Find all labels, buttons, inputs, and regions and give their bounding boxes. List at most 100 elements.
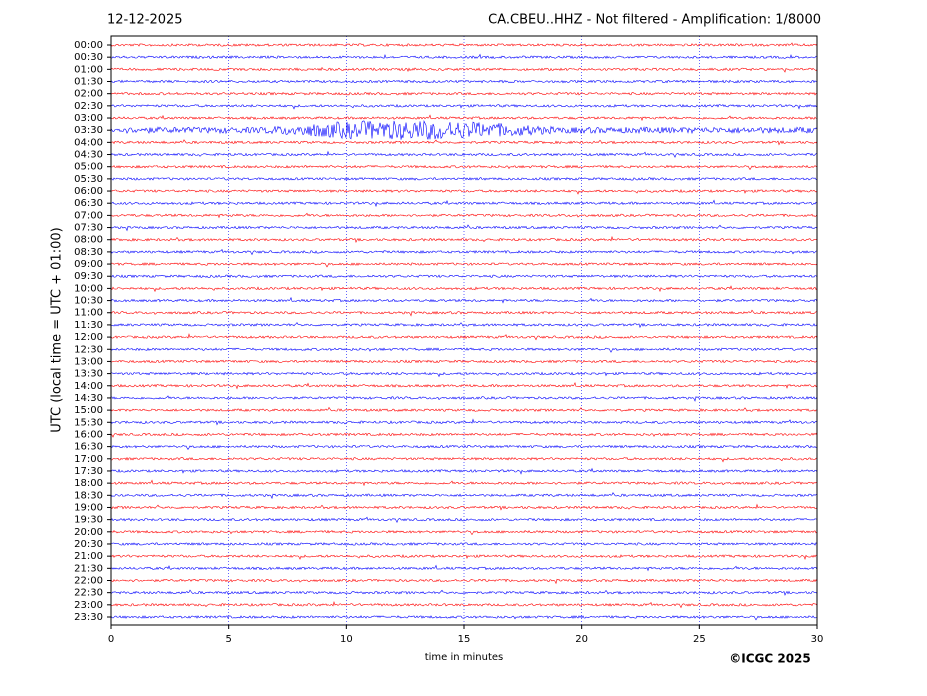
trace [110, 542, 818, 546]
x-tick-label: 25 [693, 634, 706, 645]
y-tick-label: 10:00 [74, 283, 103, 294]
trace [110, 333, 818, 341]
trace [110, 578, 818, 585]
trace [110, 347, 818, 353]
trace [110, 91, 818, 96]
x-tick-label: 5 [225, 634, 231, 645]
trace [110, 139, 818, 146]
y-tick-label: 23:30 [74, 612, 103, 623]
trace [110, 189, 818, 195]
y-tick-label: 12:30 [74, 344, 103, 355]
y-tick-label: 08:30 [74, 247, 103, 258]
trace [110, 516, 818, 524]
y-tick-label: 17:30 [74, 466, 103, 477]
y-tick-label: 19:00 [74, 502, 103, 513]
trace [110, 382, 818, 390]
y-tick-label: 01:00 [74, 64, 103, 75]
y-tick-label: 07:30 [74, 223, 103, 234]
y-tick-label: 13:30 [74, 369, 103, 380]
trace [110, 176, 818, 181]
y-tick-label: 07:00 [74, 210, 103, 221]
y-tick-label: 05:00 [74, 162, 103, 173]
y-tick-label: 02:30 [74, 101, 103, 112]
date: 12-12-2025 [107, 13, 183, 28]
y-tick-label: 04:30 [74, 150, 103, 161]
y-tick-label: 01:30 [74, 77, 103, 88]
x-tick-label: 30 [811, 634, 824, 645]
trace [110, 53, 818, 60]
trace [110, 529, 818, 536]
trace [110, 296, 818, 304]
trace [110, 564, 818, 572]
y-tick-label: 11:00 [74, 308, 103, 319]
y-tick-label: 18:00 [74, 478, 103, 489]
y-tick-label: 21:00 [74, 551, 103, 562]
trace [110, 262, 818, 268]
y-tick-label: 04:00 [74, 137, 103, 148]
trace [110, 224, 818, 232]
trace [110, 79, 818, 84]
trace [110, 406, 818, 413]
y-tick-label: 15:00 [74, 405, 103, 416]
y-tick-label: 03:30 [74, 125, 103, 136]
y-tick-label: 22:30 [74, 588, 103, 599]
trace [110, 467, 818, 475]
trace [110, 615, 817, 621]
y-tick-label: 22:00 [74, 575, 103, 586]
y-tick-label: 16:00 [74, 429, 103, 440]
y-tick-label: 16:30 [74, 442, 103, 453]
trace [110, 150, 818, 158]
trace [110, 554, 818, 560]
y-tick-label: 18:30 [74, 490, 103, 501]
y-tick-label: 19:30 [74, 515, 103, 526]
trace [110, 503, 818, 511]
trace [110, 589, 818, 596]
trace [110, 199, 818, 208]
x-tick-label: 10 [340, 634, 353, 645]
y-tick-label: 21:30 [74, 563, 103, 574]
trace [110, 114, 818, 122]
trace [110, 371, 818, 378]
trace [110, 444, 818, 450]
trace [110, 274, 818, 279]
credit: ©ICGC 2025 [729, 652, 811, 666]
y-tick-label: 05:30 [74, 174, 103, 185]
trace [110, 103, 818, 110]
trace [110, 235, 818, 243]
y-tick-label: 23:00 [74, 600, 103, 611]
trace [110, 600, 818, 609]
trace [110, 456, 818, 463]
trace [110, 359, 818, 364]
trace [110, 309, 818, 317]
y-tick-label: 06:00 [74, 186, 103, 197]
trace [110, 119, 818, 140]
trace [110, 322, 818, 329]
trace [110, 66, 818, 73]
y-tick-label: 00:30 [74, 52, 103, 63]
y-tick-label: 09:00 [74, 259, 103, 270]
trace [110, 248, 818, 256]
trace [110, 395, 818, 402]
chart-title: CA.CBEU..HHZ - Not filtered - Amplificat… [488, 13, 821, 28]
y-tick-label: 03:00 [74, 113, 103, 124]
y-tick-label: 10:30 [74, 296, 103, 307]
trace [110, 492, 818, 500]
x-tick-label: 20 [575, 634, 588, 645]
y-tick-label: 20:30 [74, 539, 103, 550]
y-tick-label: 12:00 [74, 332, 103, 343]
x-axis-label: time in minutes [425, 652, 504, 663]
y-tick-label: 00:00 [74, 40, 103, 51]
trace [110, 285, 818, 293]
y-tick-label: 02:00 [74, 89, 103, 100]
y-tick-label: 14:30 [74, 393, 103, 404]
x-tick-label: 15 [458, 634, 471, 645]
x-tick-label: 0 [108, 634, 114, 645]
y-tick-label: 11:30 [74, 320, 103, 331]
y-tick-label: 20:00 [74, 527, 103, 538]
trace [111, 164, 818, 171]
y-tick-label: 15:30 [74, 417, 103, 428]
trace [110, 418, 818, 426]
y-tick-label: 13:00 [74, 356, 103, 367]
y-tick-label: 09:30 [74, 271, 103, 282]
